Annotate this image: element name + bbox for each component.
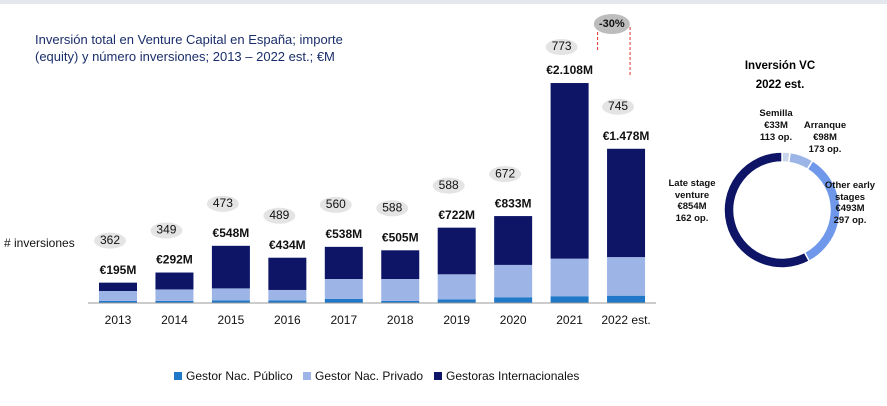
total-label: €195M: [100, 263, 137, 277]
x-tick-label: 2017: [330, 313, 357, 327]
count-label: 473: [213, 196, 233, 210]
bar-segment: [437, 299, 476, 303]
donut-ops: 162 op.: [675, 212, 709, 224]
count-label: 349: [156, 223, 176, 237]
donut-value: €854M: [677, 201, 707, 212]
x-tick-label: 2022 est.: [601, 313, 650, 327]
bar-segment: [268, 300, 307, 303]
count-bubble: [376, 200, 409, 217]
bar-segment: [324, 298, 363, 303]
x-tick-label: 2016: [274, 313, 301, 327]
bar-segment: [437, 274, 476, 300]
bar-segment: [607, 257, 646, 296]
bar-segment: [99, 300, 137, 303]
total-label: €1.478M: [603, 129, 650, 143]
annotation-bubble: [593, 14, 630, 34]
bar-segment: [494, 297, 533, 303]
bar-segment: [211, 288, 250, 301]
bar-segment: [324, 279, 363, 299]
donut-label: Semilla: [759, 108, 793, 119]
x-tick-label: 2015: [218, 313, 245, 327]
count-label: 773: [552, 39, 572, 53]
count-label: 489: [269, 208, 289, 222]
legend-label: Gestor Nac. Público: [186, 369, 293, 383]
donut-slice: [723, 151, 811, 269]
total-label: €538M: [325, 227, 362, 241]
bar-segment: [155, 300, 194, 303]
donut-label: Arranque: [803, 120, 847, 131]
count-bubble: [150, 222, 183, 239]
count-bubble: [602, 98, 635, 115]
bar-segment: [211, 245, 250, 289]
total-label: €722M: [438, 208, 475, 222]
x-tick-label: 2014: [161, 313, 188, 327]
bar-segment: [381, 279, 420, 301]
total-label: €548M: [213, 226, 250, 240]
bar-segment: [155, 289, 194, 301]
bar-segment: [381, 300, 420, 303]
x-tick-label: 2021: [556, 313, 583, 327]
donut-value: €493M: [835, 203, 865, 214]
count-label: 672: [495, 166, 515, 180]
legend-swatch: [434, 372, 442, 380]
count-bubble: [319, 196, 352, 213]
legend-label: Gestoras Internacionales: [446, 369, 579, 383]
total-label: €434M: [269, 238, 306, 252]
bar-segment: [494, 216, 533, 265]
count-label: 362: [100, 233, 120, 247]
donut-value: €98M: [813, 132, 837, 143]
bar-segment: [381, 250, 420, 279]
bar-segment: [550, 83, 589, 259]
count-label: 588: [382, 200, 402, 214]
donut-label: Late stage venture: [668, 178, 716, 201]
total-label: €2.108M: [546, 63, 593, 77]
count-bubble: [489, 166, 522, 183]
x-tick-label: 2013: [105, 313, 132, 327]
bar-segment: [437, 227, 476, 275]
bar-segment: [268, 257, 307, 290]
total-label: €292M: [156, 253, 193, 267]
bar-segment: [607, 148, 646, 258]
bar-segment: [99, 282, 137, 291]
x-tick-label: 2020: [500, 313, 527, 327]
count-bubble: [432, 177, 465, 194]
donut-title: Inversión VC 2022 est.: [744, 60, 816, 91]
x-tick-label: 2019: [443, 313, 470, 327]
bar-segment: [550, 296, 589, 303]
bar-segment: [268, 289, 307, 301]
bar-segment: [494, 264, 533, 298]
bar-segment: [607, 295, 646, 303]
donut-label: Other early stages: [824, 180, 876, 203]
legend-label: Gestor Nac. Privado: [315, 369, 423, 383]
donut-ops: 173 op.: [808, 143, 842, 155]
bar-segment: [550, 258, 589, 297]
count-bubble: [94, 232, 126, 249]
count-axis-label: # inversiones: [4, 236, 75, 250]
total-label: €505M: [382, 230, 419, 244]
bar-segment: [211, 300, 250, 303]
bar-segment: [99, 291, 137, 301]
count-bubble: [545, 39, 578, 56]
count-label: 745: [608, 99, 628, 113]
donut-ops: 113 op.: [759, 131, 793, 143]
chart-title: Inversión total en Venture Capital en Es…: [35, 32, 343, 64]
count-label: 588: [439, 178, 459, 192]
bar-segment: [324, 246, 363, 279]
donut-ops: 297 op.: [833, 214, 867, 226]
count-bubble: [206, 195, 239, 212]
count-label: 560: [326, 197, 346, 211]
total-label: €833M: [495, 196, 532, 210]
donut-value: €33M: [764, 120, 788, 131]
bar-segment: [155, 272, 194, 290]
annotation: -30%: [599, 18, 625, 30]
legend-swatch: [174, 372, 182, 380]
legend-swatch: [303, 372, 311, 380]
top-band: [0, 0, 887, 4]
count-bubble: [263, 207, 296, 224]
x-tick-label: 2018: [387, 313, 414, 327]
